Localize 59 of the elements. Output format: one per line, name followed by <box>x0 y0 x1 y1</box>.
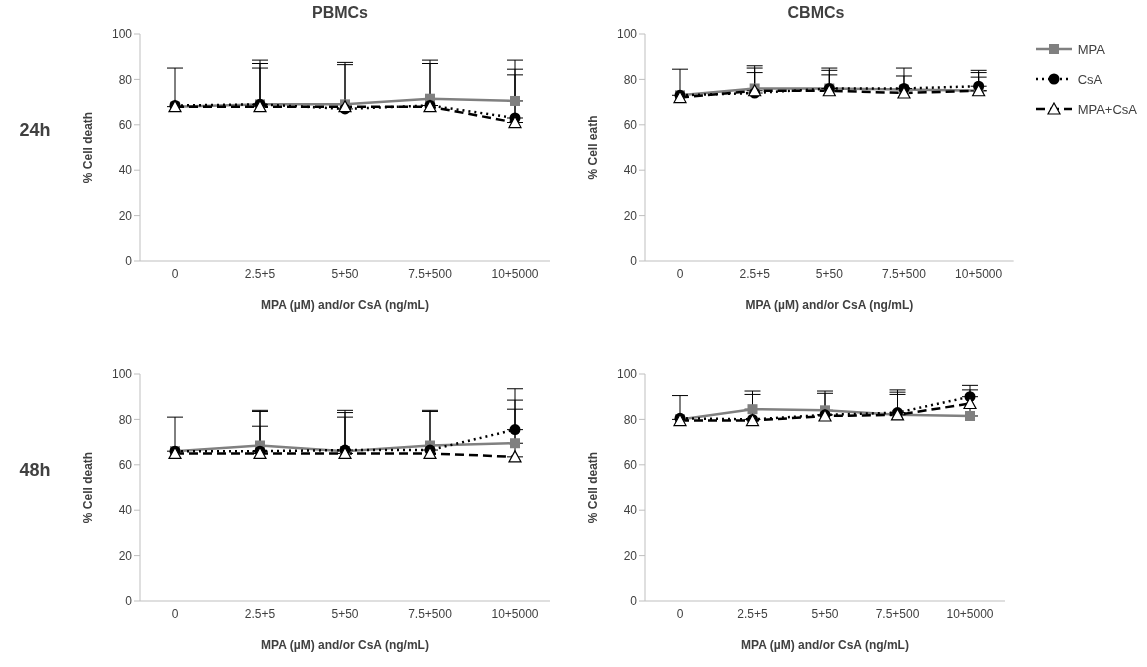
x-tick-label: 5+50 <box>331 606 359 621</box>
y-axis-title: % Cell death <box>586 451 601 524</box>
y-axis-title: % Cell death <box>81 451 96 524</box>
y-tick-label: 60 <box>623 458 638 473</box>
x-axis-title: MPA (µM) and/or CsA (ng/mL) <box>261 298 429 312</box>
x-tick-label: 0 <box>676 606 684 621</box>
y-tick-label: 80 <box>118 412 133 427</box>
x-tick-label: 10+5000 <box>955 266 1003 281</box>
y-tick-label: 0 <box>125 594 133 609</box>
y-tick-label: 20 <box>118 548 133 563</box>
chart-title: PBMCs <box>311 4 369 22</box>
y-tick-label: 40 <box>623 503 638 518</box>
legend-label: CsA <box>1077 71 1103 87</box>
y-tick-label: 0 <box>630 254 638 269</box>
x-tick-label: 7.5+500 <box>408 266 453 281</box>
x-tick-label: 5+50 <box>811 606 839 621</box>
x-tick-label: 0 <box>171 266 179 281</box>
y-tick-label: 100 <box>616 367 638 382</box>
y-tick-label: 40 <box>623 163 638 178</box>
x-tick-label: 7.5+500 <box>408 606 453 621</box>
y-tick-label: 60 <box>118 458 133 473</box>
x-tick-label: 2.5+5 <box>737 606 768 621</box>
x-axis-title: MPA (µM) and/or CsA (ng/mL) <box>261 638 429 652</box>
x-tick-label: 0 <box>676 266 684 281</box>
text: 48h <box>18 460 52 481</box>
chart-title: CBMCs <box>786 4 846 22</box>
y-axis-title: % Cell eath <box>586 115 601 180</box>
x-axis-title: MPA (µM) and/or CsA (ng/mL) <box>745 298 914 312</box>
legend-label: MPA+CsA <box>1077 101 1137 117</box>
x-tick-label: 2.5+5 <box>739 266 771 281</box>
x-axis-title: MPA (µM) and/or CsA (ng/mL) <box>741 638 909 652</box>
x-tick-label: 5+50 <box>331 266 359 281</box>
y-tick-label: 80 <box>623 72 638 87</box>
x-tick-label: 10+5000 <box>491 606 539 621</box>
y-tick-label: 20 <box>118 208 133 223</box>
y-tick-label: 0 <box>125 254 133 269</box>
x-tick-label: 10+5000 <box>946 606 994 621</box>
y-tick-label: 80 <box>623 412 638 427</box>
y-tick-label: 80 <box>118 72 133 87</box>
y-tick-label: 20 <box>623 208 638 223</box>
text: 24h <box>18 120 52 141</box>
y-tick-label: 100 <box>111 367 133 382</box>
y-tick-label: 60 <box>623 118 638 133</box>
y-tick-label: 20 <box>623 548 638 563</box>
legend-label: MPA <box>1077 41 1105 57</box>
x-tick-label: 2.5+5 <box>244 606 276 621</box>
x-tick-label: 7.5+500 <box>882 266 927 281</box>
y-tick-label: 40 <box>118 163 133 178</box>
x-tick-label: 0 <box>171 606 179 621</box>
x-tick-label: 7.5+500 <box>875 606 920 621</box>
y-tick-label: 100 <box>111 27 133 42</box>
x-tick-label: 5+50 <box>815 266 844 281</box>
y-tick-label: 40 <box>118 503 133 518</box>
x-tick-label: 10+5000 <box>491 266 539 281</box>
y-axis-title: % Cell death <box>81 111 96 184</box>
y-tick-label: 60 <box>118 118 133 133</box>
y-tick-label: 0 <box>630 594 638 609</box>
y-tick-label: 100 <box>616 27 638 42</box>
x-tick-label: 2.5+5 <box>244 266 276 281</box>
